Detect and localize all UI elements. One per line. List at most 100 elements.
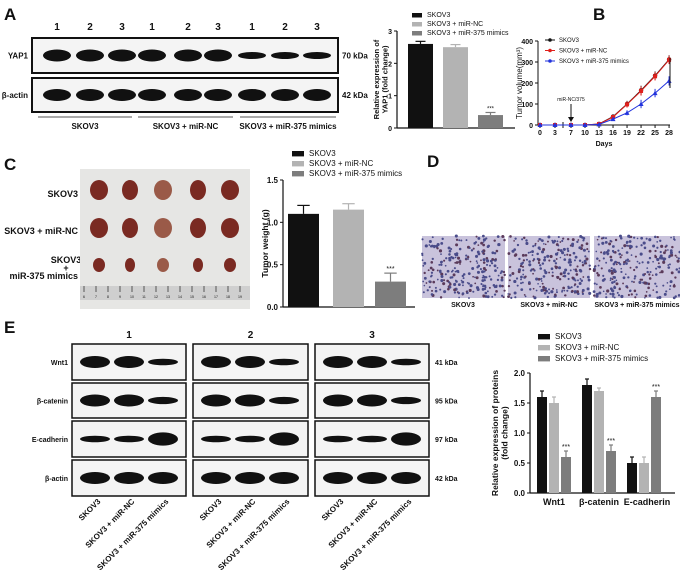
cell-nucleus	[574, 283, 577, 286]
cell-nucleus	[423, 271, 426, 275]
cell-nucleus	[422, 264, 425, 267]
cell-nucleus	[421, 238, 424, 241]
cell-nucleus	[548, 292, 551, 295]
ihc-caption: SKOV3 + miR-375 mimics	[594, 302, 679, 309]
cell-nucleus	[619, 256, 622, 259]
cell-nucleus	[468, 247, 471, 249]
cell-nucleus	[531, 254, 534, 256]
cell-nucleus	[537, 277, 541, 281]
cell-nucleus	[610, 288, 614, 292]
cell-nucleus	[575, 290, 580, 294]
cell-nucleus	[491, 251, 495, 255]
cell-nucleus	[635, 293, 638, 296]
cell-nucleus	[608, 269, 611, 272]
cell-nucleus	[508, 279, 511, 282]
cell-nucleus	[588, 264, 591, 267]
blot-band	[76, 49, 104, 62]
cell-nucleus	[426, 289, 429, 292]
cell-nucleus	[539, 285, 541, 288]
cell-nucleus	[458, 260, 462, 264]
cell-nucleus	[548, 259, 551, 262]
cell-nucleus	[430, 244, 434, 248]
cell-nucleus	[422, 280, 425, 283]
cell-nucleus	[638, 280, 642, 284]
cell-nucleus	[576, 240, 579, 244]
cell-nucleus	[658, 295, 662, 299]
cell-nucleus	[468, 297, 470, 299]
cell-nucleus	[579, 278, 582, 280]
cell-nucleus	[556, 240, 559, 243]
cell-nucleus	[583, 237, 586, 240]
x-tick-label: 16	[609, 130, 617, 137]
data-point	[625, 102, 630, 107]
cell-nucleus	[596, 257, 599, 260]
x-tick-label: 19	[623, 130, 631, 137]
cell-nucleus	[587, 278, 591, 282]
cell-nucleus	[621, 254, 623, 256]
cell-nucleus	[523, 293, 526, 296]
cell-nucleus	[481, 234, 485, 238]
cell-nucleus	[435, 244, 439, 248]
y-axis-label: (fold change)	[500, 406, 510, 460]
cell-nucleus	[670, 271, 674, 275]
cell-nucleus	[439, 271, 442, 274]
cell-nucleus	[443, 279, 446, 282]
cell-nucleus	[558, 277, 562, 281]
ruler-tick-label: 19	[238, 295, 242, 299]
cell-nucleus	[613, 296, 616, 299]
cell-nucleus	[611, 281, 614, 284]
cell-nucleus	[628, 240, 632, 243]
cell-nucleus	[522, 236, 526, 240]
blot-band	[148, 396, 178, 405]
ruler-tick-label: 10	[130, 295, 134, 299]
cell-nucleus	[654, 254, 657, 257]
blot-band	[391, 358, 421, 366]
y-axis-label: Tumor volume(mm³)	[515, 47, 524, 119]
cell-nucleus	[548, 271, 551, 274]
cell-nucleus	[515, 277, 519, 280]
cell-nucleus	[473, 242, 476, 245]
cell-nucleus	[541, 262, 545, 265]
cell-nucleus	[431, 289, 434, 292]
cell-nucleus	[493, 293, 497, 296]
cell-nucleus	[579, 234, 583, 238]
cell-nucleus	[580, 279, 584, 283]
cell-nucleus	[482, 294, 486, 298]
bar	[443, 47, 468, 128]
legend-label: SKOV3 + miR-375 mimics	[427, 30, 509, 37]
blot-band	[108, 49, 136, 62]
lane-number: 1	[249, 22, 255, 33]
cell-nucleus	[622, 263, 626, 266]
cell-nucleus	[610, 269, 613, 272]
cell-nucleus	[538, 238, 541, 241]
cell-nucleus	[655, 267, 658, 270]
cell-nucleus	[529, 251, 532, 254]
blot-band	[201, 394, 231, 407]
cell-nucleus	[617, 249, 620, 252]
cell-nucleus	[603, 251, 606, 254]
blot-band	[271, 89, 299, 101]
cell-nucleus	[610, 271, 614, 275]
cell-nucleus	[516, 243, 520, 247]
cell-nucleus	[509, 235, 512, 238]
cell-nucleus	[543, 287, 547, 291]
cell-nucleus	[671, 245, 674, 249]
blot-band	[108, 89, 136, 101]
ruler-tick-label: 15	[190, 295, 194, 299]
lane-number: 3	[215, 22, 221, 33]
cell-nucleus	[448, 253, 451, 256]
category-label: E-cadherin	[624, 497, 671, 507]
blot-band	[114, 356, 144, 368]
cell-nucleus	[659, 271, 661, 274]
cell-nucleus	[430, 261, 434, 264]
y-tick-label: 0.0	[514, 489, 526, 498]
cell-nucleus	[522, 259, 526, 262]
row-label-skov3: SKOV3	[47, 189, 78, 199]
ruler-tick-label: 14	[178, 295, 182, 299]
cell-nucleus	[648, 249, 652, 253]
panel-label-d: D	[427, 152, 439, 171]
cell-nucleus	[452, 273, 456, 277]
cell-nucleus	[622, 276, 626, 280]
cell-nucleus	[430, 271, 434, 274]
cell-nucleus	[477, 236, 481, 240]
